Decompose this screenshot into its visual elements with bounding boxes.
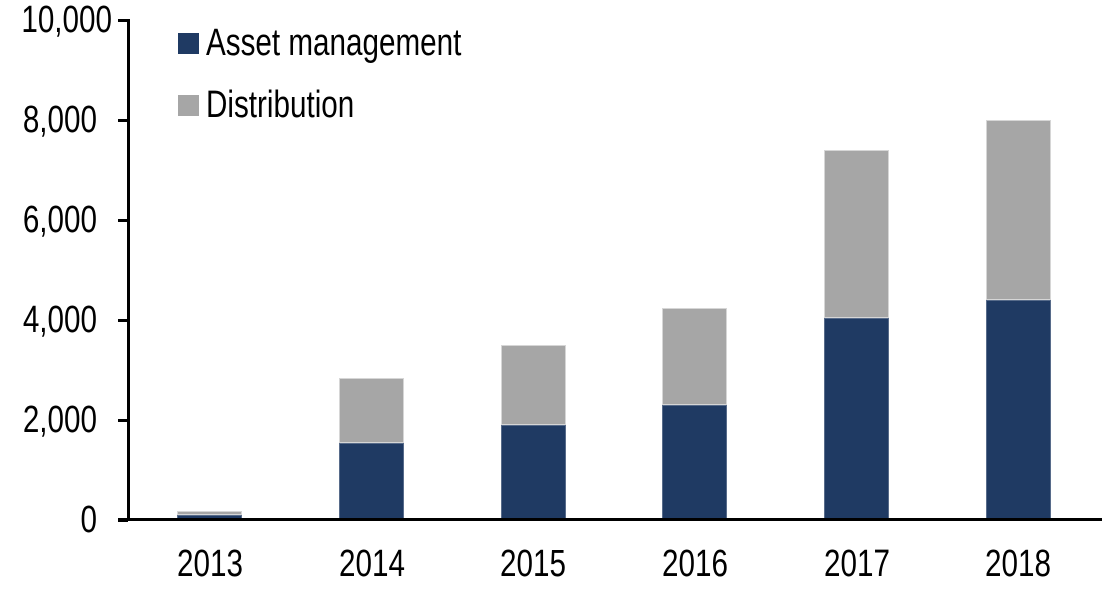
bar-2018-distribution-segment [986,120,1051,300]
y-axis-line [127,19,130,521]
bar-2017-asset-management-segment [824,317,889,520]
y-axis-label: 4,000 [22,299,97,341]
bar-2015-asset-management-segment [501,425,566,520]
bar-2018 [986,120,1051,520]
bar-2014 [339,377,404,520]
x-axis-label-2014: 2014 [339,543,405,585]
plot-area [129,20,1099,520]
y-tick [118,319,128,322]
bar-2017-distribution-segment [824,150,889,318]
y-axis-label: 8,000 [22,99,97,141]
x-axis-label-2016: 2016 [662,543,728,585]
bar-2013-distribution-segment [177,511,242,515]
y-tick [118,419,128,422]
bar-2014-distribution-segment [339,377,404,443]
x-axis-label-2013: 2013 [177,543,243,585]
legend-swatch-distribution-icon [178,94,199,116]
bar-2016-distribution-segment [662,307,727,405]
legend-item-asset-management: Asset management [178,22,533,64]
x-axis-label-2015: 2015 [500,543,566,585]
y-axis-label: 2,000 [22,399,97,441]
x-axis-label-2018: 2018 [985,543,1051,585]
x-axis-line [118,518,1102,521]
y-axis-label: 10,000 [21,0,113,41]
bar-2017 [824,150,889,520]
y-tick [118,119,128,122]
legend-item-distribution: Distribution [178,84,396,126]
x-axis-label-2017: 2017 [824,543,890,585]
bar-2015 [501,345,566,520]
y-axis-label: 6,000 [22,199,97,241]
bar-2015-distribution-segment [501,345,566,425]
bar-2016-asset-management-segment [662,405,727,520]
y-axis-label: 0 [80,499,97,541]
bar-2018-asset-management-segment [986,300,1051,520]
y-tick [118,519,128,522]
legend-label-asset-management: Asset management [206,22,462,64]
legend-label-distribution: Distribution [206,84,355,126]
bar-2016 [662,307,727,520]
y-tick [118,219,128,222]
bar-2014-asset-management-segment [339,442,404,520]
y-tick [118,19,128,22]
legend-swatch-asset-management-icon [178,32,199,54]
